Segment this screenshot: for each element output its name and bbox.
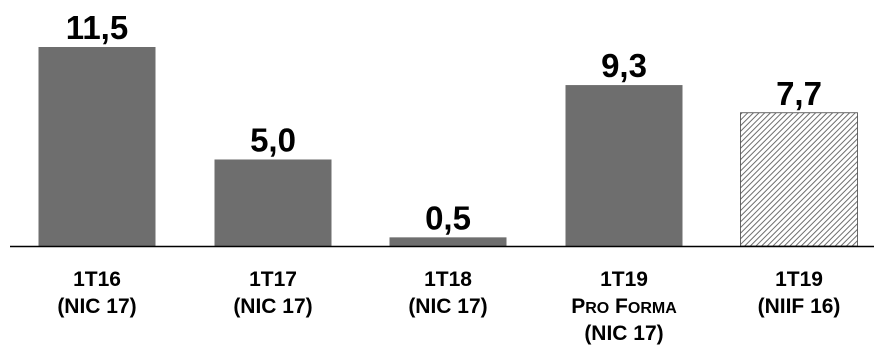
bar-1 [38,47,156,246]
data-label-5: 7,7 [776,75,822,112]
category-label-4-line-2: PRO FORMA [571,295,677,318]
category-label-5-line-2: (NIIF 16) [758,295,841,318]
category-label-1-line-2: (NIC 17) [57,295,136,318]
category-label-1-line-1: 1T16 [73,268,121,291]
bar-5 [740,112,858,247]
category-label-4-line-3: (NIC 17) [584,322,663,345]
category-label-4-line-1: 1T19 [600,268,648,291]
bar-2 [214,159,332,246]
data-label-1: 11,5 [66,9,128,46]
category-label-3-line-2: (NIC 17) [408,295,487,318]
data-label-4: 9,3 [601,47,647,84]
category-label-2-line-2: (NIC 17) [233,295,312,318]
category-label-5-line-1: 1T19 [775,268,823,291]
data-label-3: 0,5 [425,199,471,236]
bar-3 [389,237,507,246]
bar-4 [565,85,683,246]
category-label-3-line-1: 1T18 [424,268,472,291]
data-label-2: 5,0 [250,121,296,158]
category-label-2-line-1: 1T17 [249,268,297,291]
